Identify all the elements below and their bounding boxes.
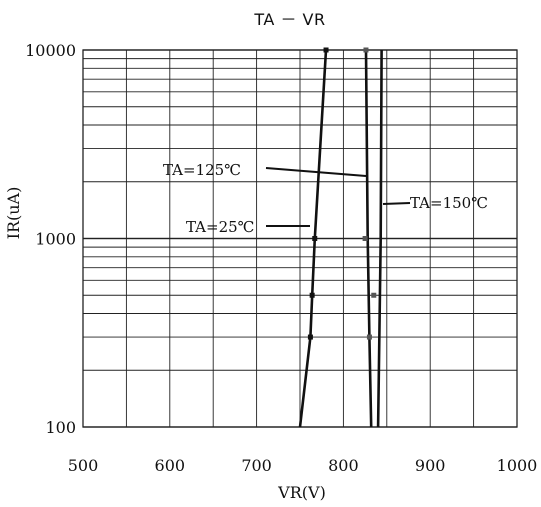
annotation-leader: [382, 202, 411, 205]
data-point: [362, 236, 368, 241]
data-point: [366, 334, 372, 340]
x-tick-label: 1000: [497, 456, 538, 475]
chart-title: TA － VR: [253, 10, 325, 29]
y-tick-label: 10000: [25, 41, 76, 60]
series-line-1: [364, 49, 373, 428]
x-tick-label: 800: [328, 456, 359, 475]
y-tick-label: 1000: [35, 230, 76, 249]
annotation-label: TA=25℃: [186, 218, 254, 236]
y-tick-label: 100: [45, 418, 76, 437]
data-point: [371, 292, 377, 298]
data-point: [312, 236, 318, 241]
x-axis-title: VR(V): [277, 483, 326, 502]
series-line-2: [376, 49, 383, 428]
x-tick-label: 600: [155, 456, 186, 475]
annotation-leader: [265, 167, 367, 177]
tick-labels: 500 600 700 800 900 1000 100 1000 10000: [25, 41, 537, 475]
series-group: [298, 47, 383, 428]
annotation-label: TA=150℃: [410, 194, 488, 212]
x-tick-label: 700: [241, 456, 272, 475]
data-point: [363, 47, 369, 53]
x-tick-label: 900: [415, 456, 446, 475]
grid: [82, 49, 518, 428]
data-point: [323, 47, 329, 53]
x-tick-label: 500: [68, 456, 99, 475]
data-point: [307, 334, 313, 340]
annotations: TA=125℃ TA=25℃ TA=150℃: [163, 161, 488, 236]
annotation-label: TA=125℃: [163, 161, 241, 179]
data-point: [309, 292, 315, 298]
y-axis-title: IR(uA): [4, 187, 23, 240]
